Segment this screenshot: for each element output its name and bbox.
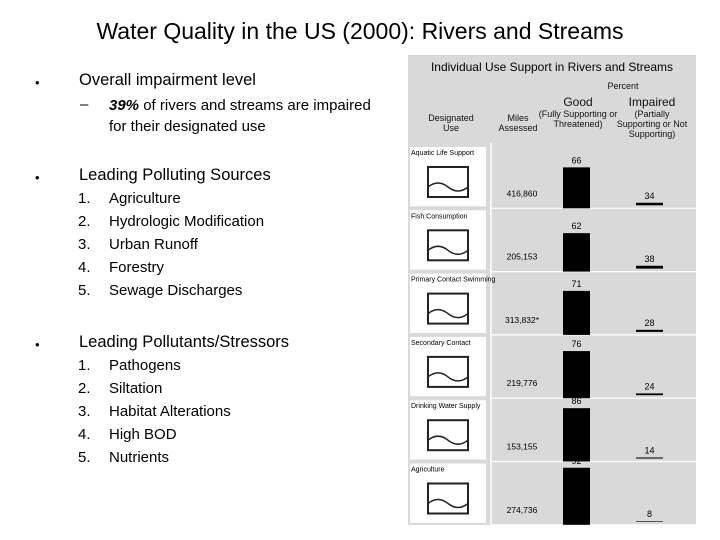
use-pictogram-wave-icon	[427, 435, 469, 445]
slide-title: Water Quality in the US (2000): Rivers a…	[96, 18, 624, 44]
source-item: Agriculture	[109, 190, 181, 207]
pollutants-heading: Leading Pollutants/Stressors	[79, 333, 290, 351]
miles-assessed-value: 205,153	[507, 252, 538, 262]
bullet-icon: •	[35, 75, 40, 90]
category-label: Primary Contact Swimming	[411, 277, 496, 284]
use-support-chart: Aquatic Life Support 416,860 66 34 Fish Cons…	[410, 143, 696, 525]
percent-header: Percent	[607, 81, 639, 91]
impaired-bar	[636, 329, 663, 332]
impaired-value-label: 38	[644, 254, 654, 264]
use-pictogram-icon	[427, 229, 469, 262]
use-pictogram-wave-icon	[427, 182, 469, 192]
good-value-label: 66	[571, 155, 581, 165]
impaired-subheader: (Partially Supporting or Not Supporting)	[616, 109, 688, 139]
good-value-label: 71	[571, 279, 581, 289]
pollutant-item: High BOD	[109, 426, 177, 443]
good-bar	[563, 351, 590, 399]
good-subheader: (Fully Supporting or Threatened)	[538, 109, 618, 129]
pollutant-number: 5.	[78, 449, 91, 466]
use-pictogram-icon	[427, 419, 469, 452]
impaired-bar	[636, 202, 663, 206]
good-value-label: 62	[571, 221, 581, 231]
impaired-value-label: 28	[644, 318, 654, 328]
pollutant-number: 4.	[78, 426, 91, 443]
use-pictogram-wave-icon	[427, 498, 469, 509]
use-pictogram-icon	[427, 292, 469, 325]
source-item: Hydrologic Modification	[109, 213, 265, 230]
good-header: Good	[563, 95, 593, 109]
good-value-label: 76	[571, 339, 581, 349]
good-value-label: 86	[571, 396, 581, 406]
impaired-bar	[636, 393, 663, 396]
use-pictogram-wave-icon	[427, 245, 469, 256]
miles-assessed-value: 219,776	[507, 378, 538, 388]
bullet-icon: •	[35, 337, 40, 352]
good-bar	[563, 408, 590, 462]
miles-assessed-header: Miles Assessed	[498, 113, 538, 133]
impaired-bar	[636, 521, 663, 522]
impaired-value-label: 8	[647, 509, 652, 519]
use-pictogram-icon	[427, 482, 469, 515]
use-pictogram-wave-icon	[427, 372, 469, 382]
category-label: Drinking Water Supply	[411, 403, 481, 410]
impaired-bar	[636, 457, 663, 459]
source-number: 1.	[78, 190, 91, 207]
pollutant-number: 1.	[78, 357, 91, 374]
use-pictogram-wave-icon	[427, 308, 469, 319]
source-item: Urban Runoff	[109, 236, 198, 253]
use-pictogram-icon	[427, 166, 469, 198]
outline: • Overall impairment level – 39% of rive…	[35, 71, 379, 466]
impaired-value-label: 24	[644, 381, 654, 391]
pollutant-number: 3.	[78, 403, 91, 420]
source-item: Sewage Discharges	[109, 282, 243, 299]
use-pictogram-icon	[427, 355, 469, 388]
good-bar	[563, 233, 590, 272]
category-label: Secondary Contact	[411, 340, 471, 347]
pollutant-number: 2.	[78, 380, 91, 397]
sources-heading: Leading Polluting Sources	[79, 166, 271, 184]
source-number: 3.	[78, 236, 91, 253]
designated-use-header: Designated Use	[428, 113, 474, 133]
miles-assessed-value: 274,736	[507, 505, 538, 515]
miles-assessed-value: 416,860	[507, 188, 538, 198]
good-bar	[563, 167, 590, 209]
pollutant-item: Pathogens	[109, 357, 181, 374]
good-bar	[563, 467, 590, 525]
pollutant-item: Nutrients	[109, 449, 170, 466]
impairment-percent: 39%	[109, 97, 140, 114]
use-support-figure: Individual Use Support in Rivers and Str…	[408, 55, 696, 525]
category-label: Fish Consumption	[411, 213, 468, 220]
category-label: Agriculture	[411, 467, 445, 474]
good-bar	[563, 290, 590, 335]
pollutant-item: Siltation	[109, 380, 163, 397]
impaired-value-label: 34	[644, 191, 654, 201]
source-number: 2.	[78, 213, 91, 230]
impaired-bar	[636, 265, 663, 269]
source-number: 5.	[78, 282, 91, 299]
pollutant-item: Habitat Alterations	[109, 403, 231, 420]
impairment-detail: 39% of rivers and streams are impaired f…	[109, 95, 379, 137]
miles-assessed-value: 153,155	[507, 442, 538, 452]
source-number: 4.	[78, 259, 91, 276]
bullet-icon: •	[35, 170, 40, 185]
impaired-value-label: 14	[644, 445, 654, 455]
figure-title: Individual Use Support in Rivers and Str…	[430, 60, 674, 74]
miles-assessed-value: 313,832*	[505, 315, 540, 325]
dash-icon: –	[80, 96, 89, 113]
good-value-label: 92	[571, 456, 581, 466]
impaired-header: Impaired	[628, 95, 676, 109]
category-label: Aquatic Life Support	[411, 150, 474, 157]
impairment-text: of rivers and streams are impaired for t…	[109, 97, 371, 135]
impairment-heading: Overall impairment level	[79, 71, 256, 89]
source-item: Forestry	[109, 259, 165, 276]
